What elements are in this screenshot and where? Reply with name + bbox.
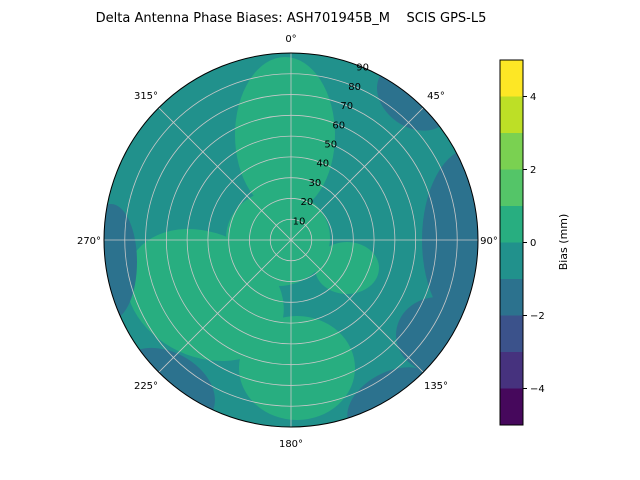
- contour-region-negative: [396, 297, 478, 373]
- colorbar-band: [500, 388, 523, 425]
- contour-region-positive: [235, 57, 335, 213]
- colorbar-band: [500, 133, 523, 170]
- colorbar-band: [500, 96, 523, 133]
- contour-region-positive: [239, 316, 355, 420]
- radial-label-80: 80: [348, 82, 361, 93]
- azimuth-label-180: 180°: [279, 439, 303, 450]
- colorbar-tick-4: 4: [530, 92, 536, 103]
- colorbar-band: [500, 352, 523, 389]
- azimuth-label-0: 0°: [285, 34, 296, 45]
- grid-spoke: [158, 107, 424, 373]
- azimuth-label-225: 225°: [134, 381, 158, 392]
- colorbar-tick-2: 2: [530, 165, 536, 176]
- colorbar-band: [500, 60, 523, 97]
- radial-label-90: 90: [356, 63, 369, 74]
- colorbar-band: [500, 315, 523, 352]
- polar-grid: [104, 53, 478, 427]
- colorbar-band: [500, 279, 523, 316]
- azimuth-label-270: 270°: [77, 236, 101, 247]
- azimuth-label-45: 45°: [427, 91, 445, 102]
- contour-region-negative: [104, 204, 137, 320]
- colorbar-axis-label: Bias (mm): [557, 214, 570, 271]
- polar-outline: [103, 52, 479, 428]
- azimuth-label-315: 315°: [134, 91, 158, 102]
- colorbar-band: [500, 206, 523, 243]
- radial-label-70: 70: [340, 101, 353, 112]
- radial-label-20: 20: [301, 197, 314, 208]
- colorbar: 4 2 0 −2 −4 Bias (mm): [499, 59, 570, 426]
- radial-label-10: 10: [293, 216, 306, 227]
- colorbar-band: [500, 242, 523, 279]
- radial-label-40: 40: [316, 159, 329, 170]
- chart-title: Delta Antenna Phase Biases: ASH701945B_M…: [96, 11, 487, 26]
- colorbar-tick-neg2: −2: [530, 311, 545, 322]
- radial-label-60: 60: [332, 120, 345, 131]
- radial-label-30: 30: [309, 178, 322, 189]
- colorbar-tick-0: 0: [530, 238, 536, 249]
- contour-region-positive: [126, 228, 284, 362]
- azimuth-label-135: 135°: [424, 381, 448, 392]
- azimuth-label-90: 90°: [480, 236, 498, 247]
- colorbar-tick-neg4: −4: [530, 384, 545, 395]
- colorbar-band: [500, 169, 523, 206]
- radial-label-50: 50: [324, 140, 337, 151]
